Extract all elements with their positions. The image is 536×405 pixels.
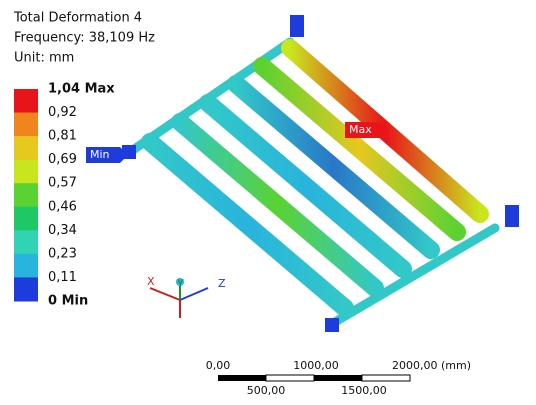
legend-swatch (14, 113, 38, 137)
max-marker: Max (345, 122, 388, 138)
support (505, 205, 519, 227)
legend-label: 0,92 (48, 105, 77, 120)
scale-label: 1000,00 (293, 359, 339, 372)
legend-label: 0,81 (48, 129, 77, 144)
triad: X Y Z (147, 275, 226, 318)
scale-label: 0,00 (206, 359, 231, 372)
title: Total Deformation 4 (13, 11, 142, 26)
screenshot: Total Deformation 4 Frequency: 38,109 Hz… (0, 0, 536, 405)
legend-swatch (14, 89, 38, 113)
axis-y: Y (176, 277, 184, 290)
legend-label: 0,11 (48, 270, 77, 285)
scale-bar: 0,00 1000,00 2000,00 (mm) 500,00 1500,00 (206, 359, 471, 397)
legend-swatch (14, 277, 38, 301)
roller (236, 84, 431, 250)
min-label: Min (90, 148, 110, 161)
min-marker: Min (86, 147, 128, 163)
frequency: Frequency: 38,109 Hz (14, 31, 155, 46)
scale-label: 1500,00 (341, 384, 387, 397)
legend: 1,04 Max 0,92 0,81 0,69 0,57 0,46 0,34 0,23 0,11… (14, 82, 115, 309)
legend-swatch (14, 183, 38, 207)
legend-swatch (14, 160, 38, 184)
max-label: Max (349, 123, 372, 136)
axis-x: X (147, 275, 155, 288)
legend-label: 1,04 Max (48, 82, 115, 97)
legend-label: 0,69 (48, 152, 77, 167)
legend-swatch (14, 230, 38, 254)
support (290, 15, 304, 37)
unit: Unit: mm (14, 51, 74, 66)
axis-z: Z (218, 277, 226, 290)
legend-label: 0,46 (48, 199, 77, 214)
scale-label: 2000,00 (mm) (392, 359, 471, 372)
legend-label: 0 Min (48, 294, 88, 309)
legend-swatch (14, 207, 38, 231)
legend-swatch (14, 254, 38, 278)
legend-label: 0,57 (48, 176, 77, 191)
legend-label: 0,34 (48, 223, 77, 238)
support (325, 318, 339, 332)
scale-label: 500,00 (247, 384, 286, 397)
legend-label: 0,23 (48, 246, 77, 261)
legend-swatch (14, 136, 38, 160)
